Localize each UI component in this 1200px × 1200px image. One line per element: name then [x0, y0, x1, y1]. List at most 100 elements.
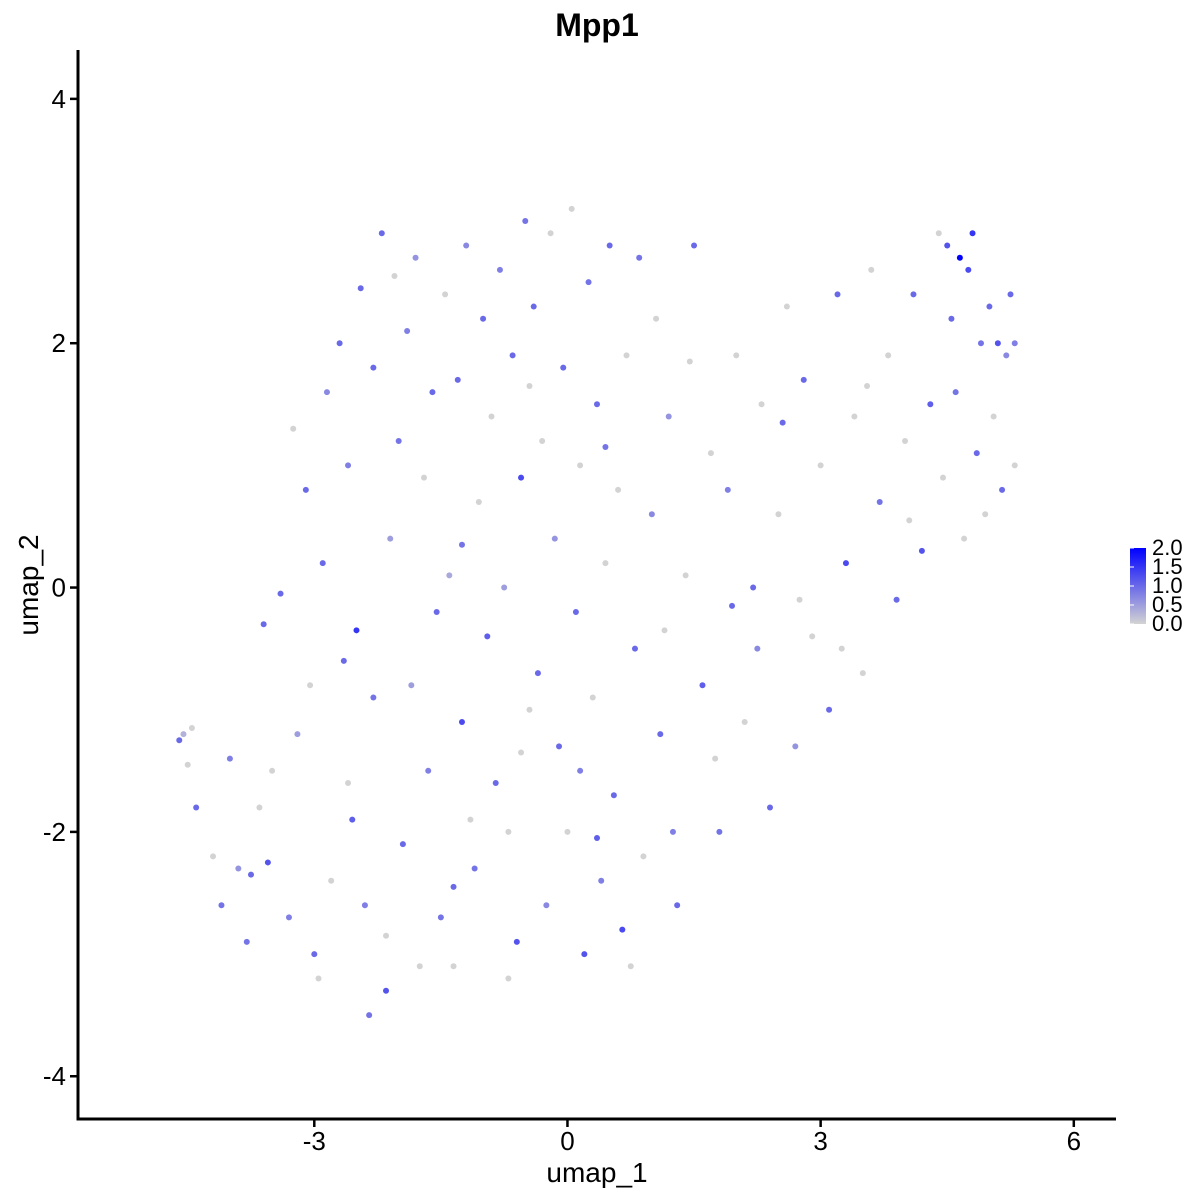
data-point — [602, 444, 609, 451]
x-axis-ticks: -3 0 3 6 — [303, 1120, 1081, 1156]
data-point — [610, 792, 617, 799]
data-point — [724, 486, 731, 493]
data-point — [653, 315, 660, 322]
data-point — [606, 242, 613, 249]
data-point — [876, 499, 883, 506]
data-point — [994, 340, 1001, 347]
x-tick-label: -3 — [303, 1126, 326, 1156]
data-point — [433, 608, 440, 615]
data-point — [572, 608, 579, 615]
data-point — [285, 914, 292, 921]
y-tick-label: 0 — [52, 573, 66, 603]
data-point — [691, 242, 698, 249]
data-point — [412, 254, 419, 261]
data-point — [539, 437, 546, 444]
data-point — [349, 816, 356, 823]
data-point — [834, 291, 841, 298]
data-point — [716, 828, 723, 835]
data-point — [383, 932, 390, 939]
data-point — [893, 596, 900, 603]
data-point — [851, 413, 858, 420]
data-point — [345, 780, 352, 787]
y-axis-title: umap_2 — [13, 534, 44, 635]
data-point — [982, 511, 989, 518]
data-point — [277, 590, 284, 597]
data-point — [256, 804, 263, 811]
data-point — [767, 804, 773, 811]
data-point — [336, 340, 343, 347]
data-point — [999, 486, 1006, 493]
data-point — [501, 584, 508, 591]
data-point — [458, 718, 465, 725]
colorbar-label: 0.0 — [1152, 611, 1183, 636]
data-point — [940, 474, 946, 481]
data-point — [1011, 340, 1018, 347]
colorbar-label: 1.5 — [1152, 554, 1183, 579]
data-point — [615, 486, 622, 493]
data-point — [885, 352, 892, 359]
data-point — [741, 718, 748, 725]
data-point — [733, 352, 740, 359]
data-point — [842, 560, 849, 567]
data-point — [623, 352, 630, 359]
data-point — [311, 951, 318, 958]
data-point — [648, 511, 655, 518]
data-point — [395, 437, 402, 444]
data-point — [918, 547, 925, 554]
data-point — [471, 865, 478, 872]
data-point — [585, 279, 592, 286]
data-point — [631, 645, 638, 652]
data-point — [796, 596, 803, 603]
data-point — [475, 499, 482, 506]
data-point — [551, 535, 558, 542]
data-point — [594, 401, 600, 408]
data-point — [480, 315, 487, 322]
data-point — [454, 376, 461, 383]
data-point — [315, 975, 322, 982]
data-point — [961, 535, 968, 542]
x-tick-label: 3 — [813, 1126, 827, 1156]
data-point — [547, 230, 554, 237]
data-point — [568, 205, 575, 212]
data-point — [556, 743, 563, 750]
data-point — [758, 401, 765, 408]
data-point — [176, 737, 183, 744]
data-point — [387, 535, 394, 542]
data-point — [969, 230, 976, 237]
chart-title: Mpp1 — [555, 7, 639, 43]
data-point — [619, 926, 626, 933]
data-point — [450, 963, 457, 970]
data-point — [526, 706, 533, 713]
data-point — [416, 963, 423, 970]
data-point — [264, 859, 271, 866]
data-point — [522, 218, 529, 225]
data-point — [193, 804, 200, 811]
data-point — [429, 389, 436, 396]
data-point — [944, 242, 951, 249]
data-point — [458, 541, 465, 548]
data-point — [180, 731, 187, 738]
colorbar-label: 2.0 — [1152, 535, 1183, 560]
data-point — [792, 743, 799, 750]
data-point — [712, 755, 719, 762]
data-point — [518, 474, 525, 481]
data-point — [594, 835, 600, 842]
data-point — [340, 657, 347, 664]
data-point — [404, 327, 411, 334]
data-point — [235, 865, 242, 872]
data-point — [826, 706, 833, 713]
data-point — [509, 352, 516, 359]
data-point — [906, 517, 913, 524]
data-point — [598, 877, 605, 884]
data-point — [956, 254, 963, 261]
data-point — [269, 767, 276, 774]
x-tick-label: 6 — [1067, 1126, 1081, 1156]
data-point — [990, 413, 997, 420]
data-point — [505, 975, 512, 982]
data-point — [699, 682, 706, 689]
data-point — [809, 633, 816, 640]
scatter-points — [176, 205, 1018, 1019]
data-point — [838, 645, 845, 652]
data-point — [682, 572, 689, 579]
